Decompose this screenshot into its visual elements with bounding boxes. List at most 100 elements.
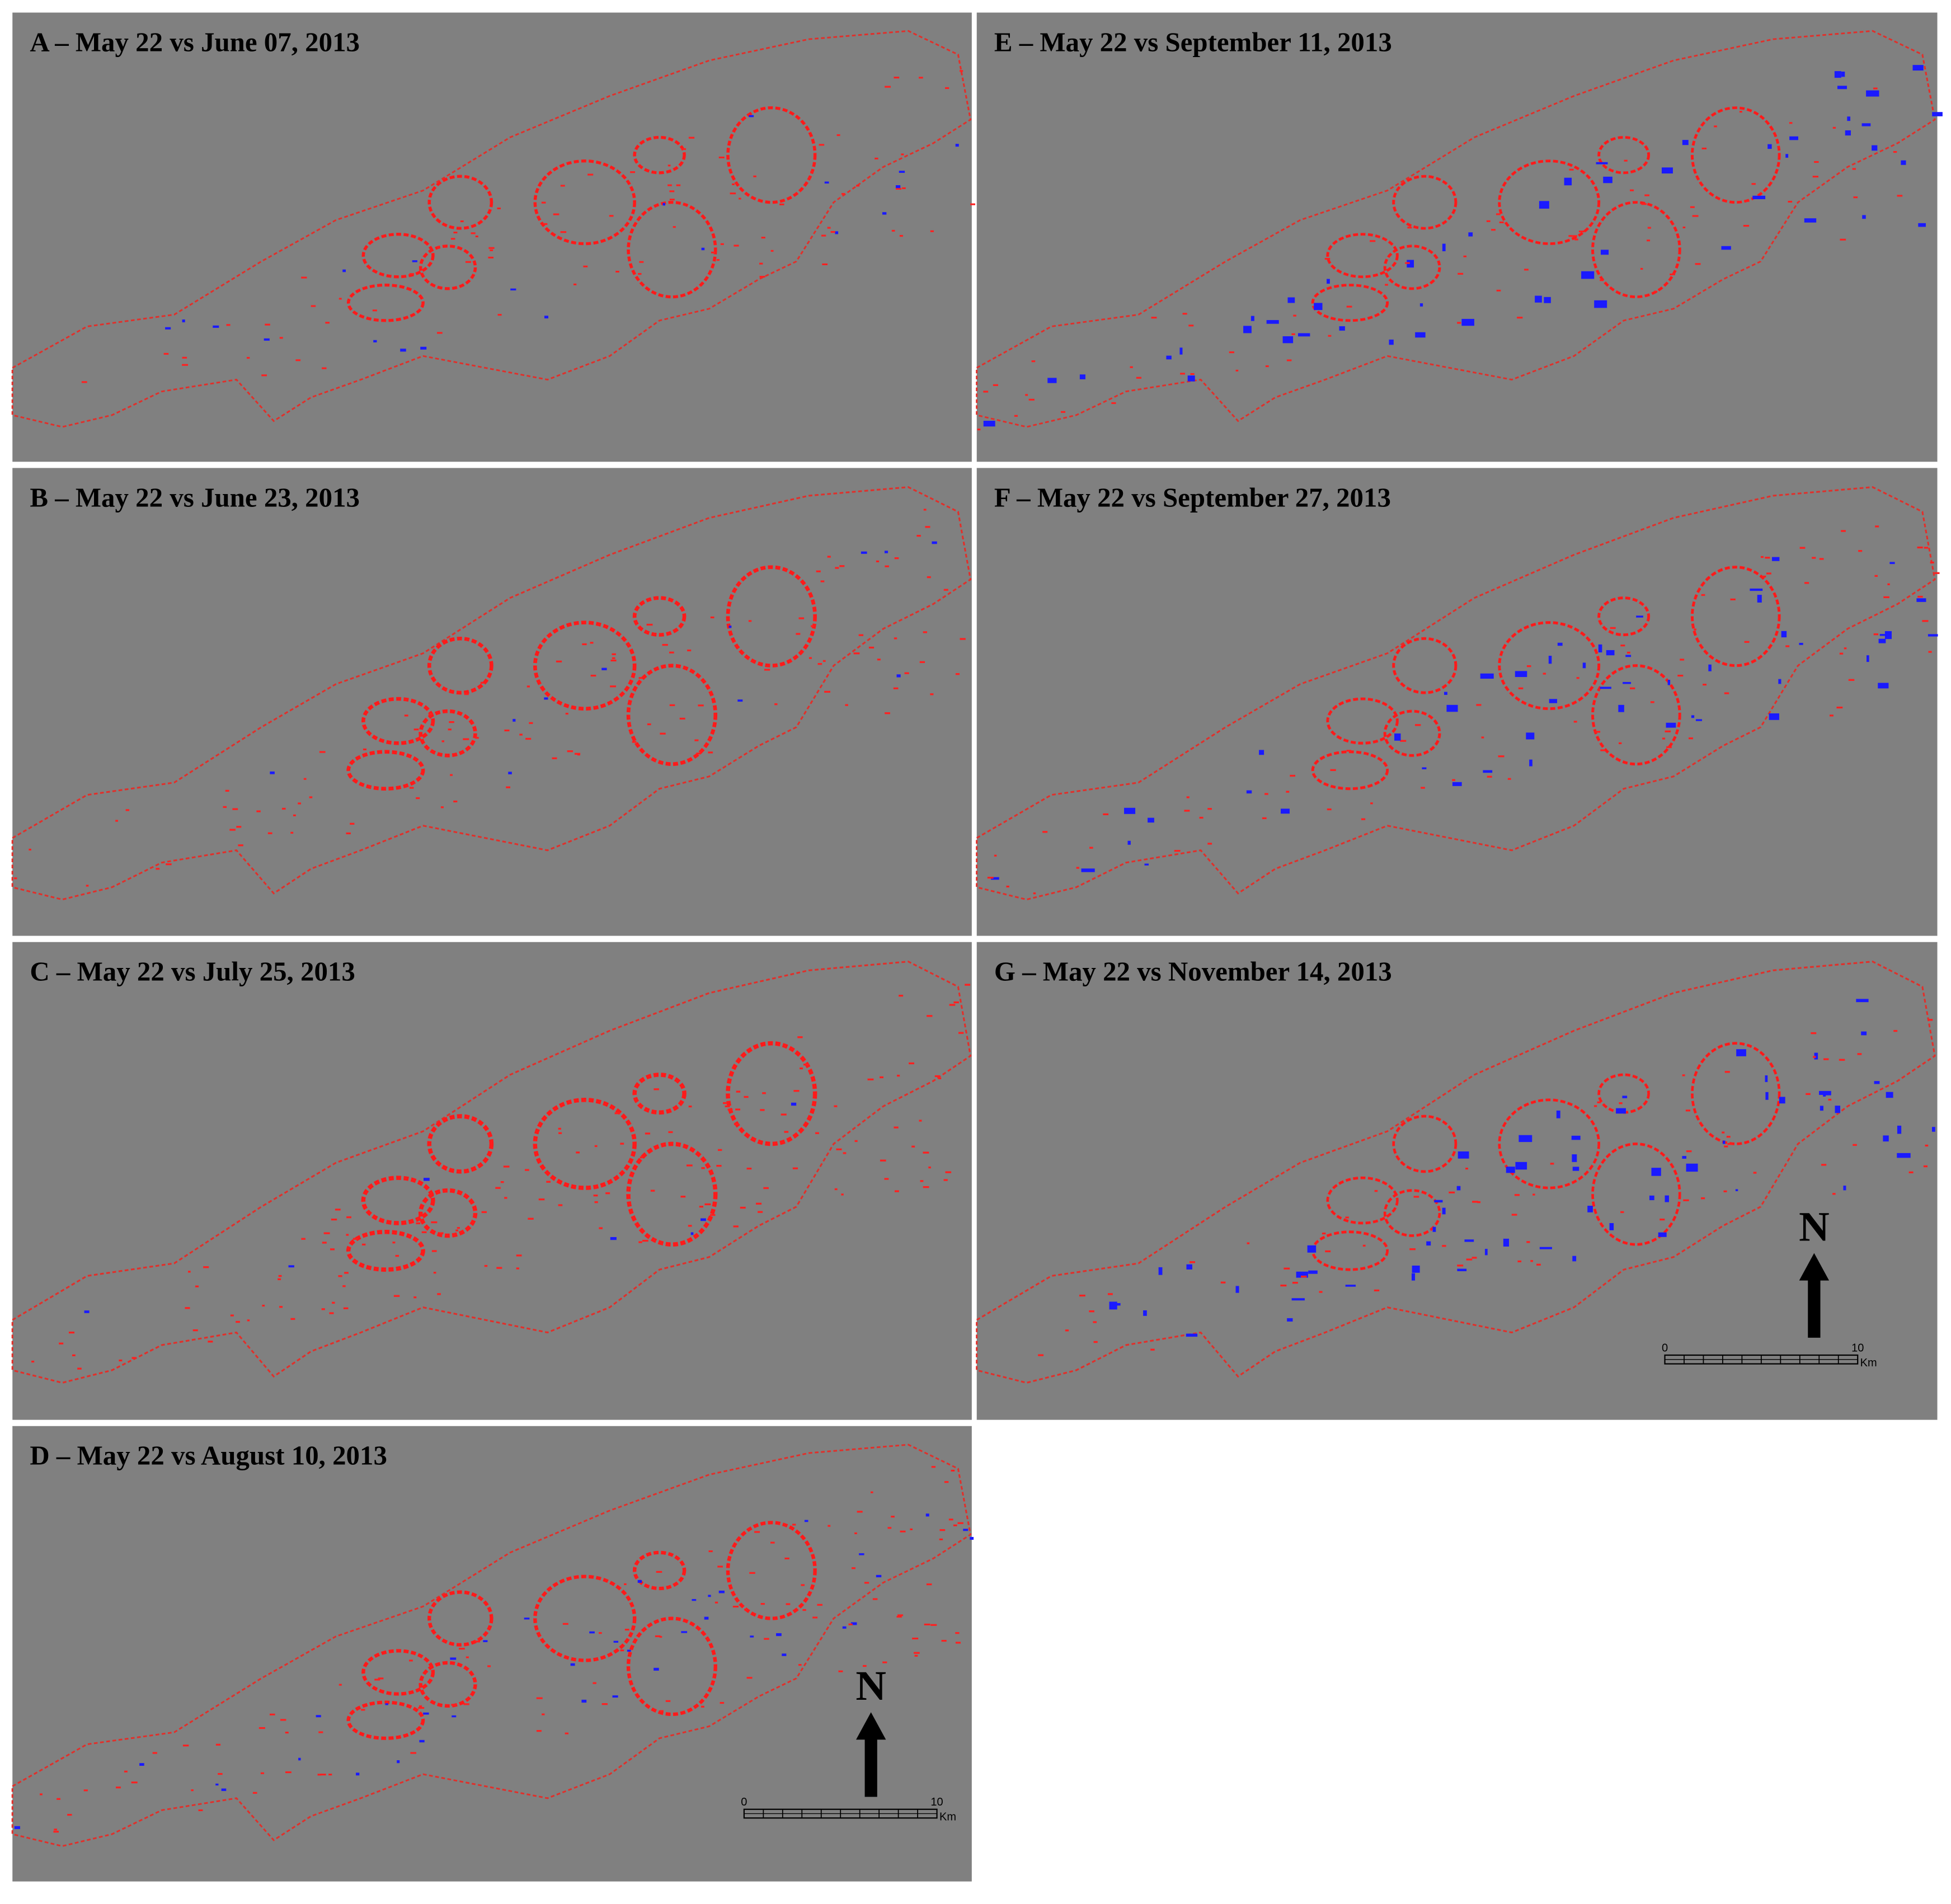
panel-title: G – May 22 vs November 14, 2013	[994, 956, 1392, 987]
gain-pixel	[1779, 1097, 1785, 1104]
loss-pixel	[54, 1828, 58, 1831]
loss-pixel	[1647, 239, 1651, 242]
loss-pixel	[896, 1074, 900, 1077]
loss-pixel	[1836, 706, 1843, 709]
loss-pixel	[1788, 200, 1793, 203]
loss-pixel	[884, 1178, 889, 1180]
loss-pixel	[39, 1793, 43, 1795]
gain-pixel	[1878, 638, 1886, 643]
gain-pixel	[1843, 1186, 1846, 1191]
loss-pixel	[835, 567, 839, 569]
loss-pixel	[949, 1004, 956, 1006]
loss-pixel	[77, 1367, 82, 1370]
loss-pixel	[1743, 224, 1750, 227]
panel-title: D – May 22 vs August 10, 2013	[30, 1440, 387, 1471]
loss-pixel	[688, 1225, 692, 1227]
loss-pixel	[525, 1169, 529, 1171]
loss-pixel	[927, 1015, 933, 1017]
loss-pixel	[1374, 1190, 1378, 1192]
loss-pixel	[1883, 596, 1889, 599]
loss-pixel	[755, 1202, 762, 1205]
loss-pixel	[449, 721, 454, 723]
loss-pixel	[779, 203, 784, 205]
loss-pixel	[667, 184, 672, 186]
loss-pixel	[1765, 557, 1770, 559]
loss-pixel	[1286, 359, 1292, 361]
loss-pixel	[68, 1331, 75, 1334]
loss-pixel	[817, 1604, 823, 1606]
depression-ring	[626, 1141, 718, 1247]
scale-start: 0	[1662, 1342, 1668, 1354]
loss-pixel	[541, 201, 546, 204]
loss-pixel	[736, 1090, 741, 1093]
loss-pixel	[646, 623, 653, 626]
loss-pixel	[1524, 269, 1529, 271]
depression-ring	[726, 106, 817, 204]
loss-pixel	[322, 1242, 327, 1244]
loss-pixel	[413, 1296, 417, 1299]
loss-pixel	[346, 1216, 351, 1219]
gain-pixel	[1735, 1189, 1738, 1191]
gain-pixel	[1419, 303, 1423, 307]
gain-pixel	[1721, 246, 1731, 250]
gain-pixel	[423, 1712, 429, 1715]
gain-pixel	[850, 1622, 857, 1625]
gain-pixel	[1186, 1264, 1192, 1270]
depression-ring	[346, 283, 425, 322]
gain-pixel	[1506, 1167, 1515, 1173]
gain-pixel	[1144, 863, 1149, 866]
loss-pixel	[784, 1557, 789, 1560]
gain-pixel	[1548, 656, 1552, 664]
loss-pixel	[1031, 360, 1036, 363]
gain-pixel	[1686, 1163, 1698, 1172]
loss-pixel	[836, 134, 840, 137]
loss-pixel	[1457, 322, 1461, 324]
loss-pixel	[620, 1143, 624, 1145]
loss-pixel	[1812, 557, 1816, 559]
loss-pixel	[285, 1732, 289, 1734]
map-panel: A – May 22 vs June 07, 2013	[11, 12, 976, 462]
loss-pixel	[1682, 226, 1686, 229]
loss-pixel	[474, 1640, 481, 1643]
gain-pixel	[1804, 218, 1817, 223]
loss-pixel	[1530, 1260, 1533, 1262]
gain-pixel	[581, 1699, 587, 1703]
loss-pixel	[1858, 550, 1863, 552]
loss-pixel	[894, 1190, 899, 1192]
loss-pixel	[919, 1120, 922, 1122]
loss-pixel	[1626, 651, 1630, 654]
loss-pixel	[630, 171, 636, 173]
loss-pixel	[901, 153, 904, 156]
loss-pixel	[834, 1188, 838, 1191]
loss-pixel	[1680, 659, 1685, 661]
loss-pixel	[1514, 1194, 1520, 1196]
gain-pixel	[1484, 1249, 1488, 1256]
loss-pixel	[701, 1167, 705, 1169]
gain-pixel	[570, 1663, 575, 1666]
loss-pixel	[363, 748, 367, 751]
gain-pixel	[544, 316, 549, 319]
loss-pixel	[819, 144, 825, 146]
loss-pixel	[812, 1616, 818, 1619]
depression-ring	[632, 596, 687, 637]
gain-pixel	[1618, 704, 1624, 712]
loss-pixel	[1536, 1263, 1541, 1266]
depression-ring	[1311, 284, 1389, 322]
loss-pixel	[590, 674, 596, 677]
loss-pixel	[131, 1781, 138, 1784]
loss-pixel	[1686, 1150, 1692, 1153]
gain-pixel	[1835, 1106, 1841, 1113]
loss-pixel	[1701, 594, 1705, 596]
loss-pixel	[503, 1165, 510, 1168]
gain-pixel	[84, 1310, 90, 1313]
gain-pixel	[1539, 201, 1549, 209]
gain-pixel	[612, 1695, 618, 1698]
depression-ring	[1498, 621, 1601, 711]
loss-pixel	[854, 1532, 857, 1535]
loss-pixel	[480, 681, 484, 684]
loss-pixel	[156, 868, 160, 870]
loss-pixel	[763, 1187, 769, 1190]
loss-pixel	[667, 164, 671, 167]
loss-pixel	[1840, 238, 1846, 241]
loss-pixel	[856, 185, 860, 187]
